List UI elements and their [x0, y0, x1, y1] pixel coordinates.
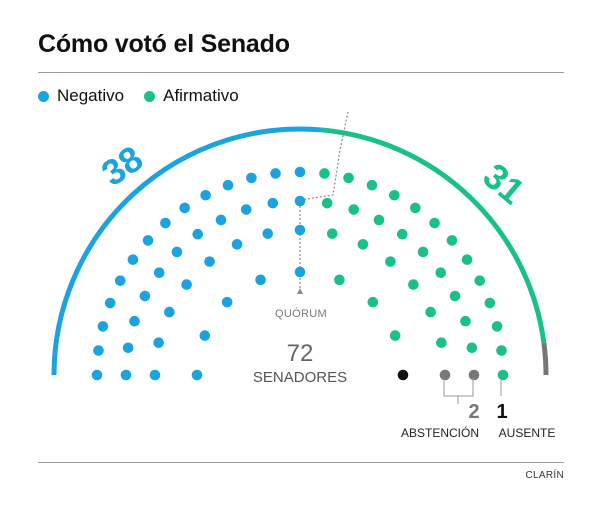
legend-item-negativo: Negativo [38, 86, 124, 106]
legend-swatch-negativo [38, 90, 49, 102]
page-title: Cómo votó el Senado [38, 30, 290, 58]
seat-afirmativo [408, 279, 419, 290]
seat-negativo [181, 279, 192, 290]
seat-negativo [215, 214, 227, 226]
seat-afirmativo [429, 217, 440, 229]
seat-afirmativo [435, 267, 447, 279]
seat-negativo [204, 256, 215, 267]
seat-afirmativo [417, 246, 429, 258]
seat-afirmativo [319, 168, 330, 179]
seat-negativo [104, 297, 116, 309]
seat-afirmativo [491, 321, 503, 332]
seats-group [91, 166, 509, 381]
seat-negativo [93, 345, 104, 356]
seat-ausente [397, 369, 409, 381]
seat-negativo [160, 217, 171, 229]
abstencion-count: 2 [468, 401, 479, 423]
legend: Negativo Afirmativo [38, 86, 259, 106]
seat-afirmativo [496, 345, 507, 356]
seat-afirmativo [389, 330, 401, 341]
abstencion-label: ABSTENCIÓN [401, 425, 479, 440]
legend-item-afirmativo: Afirmativo [144, 86, 239, 106]
seat-afirmativo [326, 228, 338, 239]
seat-afirmativo [321, 197, 333, 209]
source-credit: CLARÍN [525, 470, 564, 481]
seat-afirmativo [373, 214, 385, 226]
seat-negativo [200, 189, 211, 201]
legend-label-afirmativo: Afirmativo [163, 86, 239, 105]
seat-afirmativo [436, 337, 447, 349]
seat-negativo [139, 290, 151, 302]
remaining-arc [541, 342, 549, 376]
seat-negativo [192, 228, 204, 240]
seat-afirmativo [357, 239, 369, 250]
seat-afirmativo [410, 202, 421, 214]
seat-afirmativo [366, 179, 378, 191]
seat-afirmativo [389, 189, 400, 201]
seat-afirmativo [385, 256, 396, 267]
seat-afirmativo [367, 296, 379, 308]
quorum-label: QUÓRUM [275, 307, 327, 320]
seat-negativo [191, 369, 203, 381]
seat-negativo [199, 330, 211, 341]
seat-afirmativo [461, 254, 473, 265]
seat-negativo [294, 224, 306, 236]
quorum-line [299, 111, 349, 288]
seat-negativo [255, 274, 266, 286]
seat-afirmativo [497, 369, 509, 381]
seat-abstencion [468, 369, 480, 381]
ausente-label: AUSENTE [499, 426, 556, 440]
seat-afirmativo [449, 290, 461, 302]
abstencion-bracket [443, 378, 474, 404]
seat-negativo [149, 369, 161, 381]
seat-negativo [240, 204, 252, 215]
seat-negativo [294, 266, 306, 278]
seat-afirmativo [466, 342, 478, 354]
seat-negativo [153, 337, 164, 349]
seat-negativo [91, 369, 103, 381]
seat-negativo [120, 369, 132, 381]
seat-negativo [294, 166, 306, 178]
seat-negativo [267, 197, 279, 209]
total-label: SENADORES [253, 369, 347, 386]
legend-swatch-afirmativo [144, 90, 156, 102]
seat-negativo [142, 235, 154, 246]
quorum-marker [297, 288, 303, 294]
seat-afirmativo [484, 297, 496, 309]
seat-afirmativo [460, 315, 471, 327]
footer-divider [38, 462, 564, 463]
seat-afirmativo [446, 235, 458, 246]
seat-negativo [222, 179, 234, 191]
seat-afirmativo [343, 172, 354, 184]
seat-negativo [114, 275, 126, 286]
seat-negativo [171, 246, 183, 258]
seat-negativo [127, 254, 139, 265]
seat-afirmativo [348, 204, 360, 215]
seat-negativo [262, 228, 274, 239]
total-count: 72 [287, 340, 314, 367]
negativo-arc [51, 126, 322, 376]
seat-negativo [129, 315, 140, 327]
seat-afirmativo [474, 275, 486, 286]
seat-negativo [97, 321, 109, 332]
seat-afirmativo [334, 274, 345, 286]
seat-negativo [270, 168, 281, 179]
seat-negativo [164, 306, 175, 318]
seat-negativo [122, 342, 134, 354]
seat-abstencion [439, 369, 451, 381]
seat-negativo [231, 239, 243, 250]
seat-negativo [179, 202, 190, 214]
seat-negativo [221, 296, 233, 308]
seat-negativo [294, 195, 306, 207]
legend-label-negativo: Negativo [57, 86, 125, 105]
seat-afirmativo [396, 228, 408, 240]
afirmativo-count: 31 [476, 155, 533, 212]
afirmativo-arc [321, 127, 547, 344]
seat-negativo [246, 172, 257, 184]
seat-afirmativo [425, 306, 436, 318]
title-divider [38, 72, 564, 73]
ausente-count: 1 [496, 401, 507, 423]
seat-negativo [153, 267, 165, 279]
